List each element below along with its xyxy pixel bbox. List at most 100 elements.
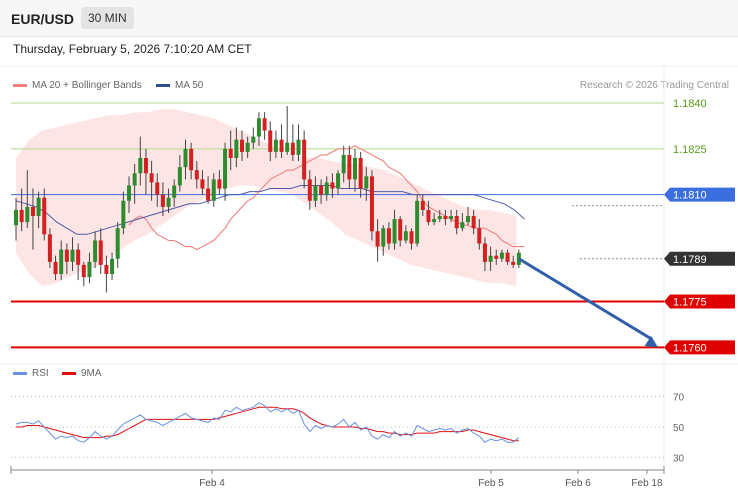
candle-body (482, 243, 487, 262)
rsi-swatch (13, 371, 27, 375)
forecast-arrow-head (644, 335, 658, 348)
level-label-1.1840: 1.1840 (673, 98, 707, 110)
candle-body (251, 136, 256, 143)
candle-body (511, 261, 516, 265)
candle-body (172, 185, 177, 198)
candle-body (341, 154, 346, 174)
rsi-ma-line (16, 406, 519, 442)
candle-body (375, 231, 380, 247)
candle-body (307, 179, 312, 201)
candle-body (121, 200, 126, 229)
candle-body (262, 118, 267, 131)
legend-rsi-ma: 9MA (62, 368, 102, 379)
timeframe-button[interactable]: 30 MIN (81, 7, 134, 29)
candle-body (268, 130, 273, 152)
candle-body (466, 216, 470, 223)
candle-body (279, 139, 284, 152)
candle-body (386, 228, 391, 244)
candle-body (177, 167, 182, 186)
candle-body (415, 200, 420, 244)
candle-body (313, 185, 318, 201)
candle-body (273, 139, 278, 152)
candle-body (358, 157, 363, 189)
candle-body (330, 182, 335, 189)
candle-body (290, 142, 295, 155)
candle-body (132, 173, 137, 186)
candle-body (206, 188, 211, 201)
candle-body (25, 206, 30, 223)
candle-body (409, 231, 414, 244)
candle-body (200, 179, 205, 189)
candle-body (59, 249, 64, 275)
candle-body (296, 139, 301, 155)
legend-ma50: MA 50 (156, 80, 203, 91)
candle-body (93, 240, 98, 262)
candle-body (223, 148, 228, 189)
rsi-tick-50: 50 (673, 423, 685, 434)
legend-rsi-ma-label: 9MA (81, 368, 102, 379)
candle-body (36, 197, 41, 217)
x-tick-label: Feb 18 (631, 478, 663, 489)
timestamp: Thursday, February 5, 2026 7:10:20 AM CE… (13, 42, 252, 56)
candle-body (347, 154, 352, 180)
candle-body (76, 249, 81, 265)
copyright-text: Research © 2026 Trading Central (579, 80, 729, 91)
candle-body (110, 258, 115, 275)
rsi-ma-swatch (62, 371, 76, 375)
candle-body (398, 219, 403, 241)
candle-body (53, 261, 58, 275)
level-label-1.1810: 1.1810 (673, 190, 707, 202)
header-bar: EUR/USD 30 MIN (0, 0, 738, 37)
candle-body (432, 219, 437, 223)
candle-body (499, 252, 504, 259)
level-tag-1.1760 (664, 340, 735, 355)
candle-body (256, 118, 261, 137)
candle-body (166, 197, 171, 207)
candle-body (449, 216, 454, 220)
candle-body (217, 179, 222, 189)
candle-body (302, 139, 307, 180)
x-tick-label: Feb 6 (565, 478, 591, 489)
rsi-tick-70: 70 (673, 393, 685, 404)
candle-body (505, 252, 510, 262)
level-tag-1.1775 (664, 294, 735, 309)
level-label-1.1775: 1.1775 (673, 297, 707, 309)
x-tick-label: Feb 4 (199, 478, 225, 489)
candle-body (319, 185, 324, 195)
forecast-arrow-shaft (518, 257, 653, 341)
candle-body (494, 255, 499, 259)
candle-body (64, 249, 69, 262)
legend-ma20-label: MA 20 + Bollinger Bands (32, 80, 142, 91)
candle-body (70, 249, 75, 262)
candle-body (211, 179, 216, 201)
candle-body (81, 264, 86, 278)
symbol-label: EUR/USD (11, 11, 75, 27)
candle-body (460, 222, 465, 229)
candle-body (403, 231, 408, 241)
candle-body (471, 216, 476, 229)
level-label-1.1789: 1.1789 (673, 254, 707, 266)
candle-body (392, 219, 397, 244)
candle-body (443, 216, 448, 220)
candle-body (336, 173, 341, 189)
candle-body (228, 148, 233, 158)
candle-body (245, 142, 250, 152)
ma20-swatch (13, 83, 27, 87)
candle-body (47, 234, 52, 262)
ma50-swatch (156, 83, 170, 87)
candle-body (42, 197, 47, 235)
x-tick-label: Feb 5 (478, 478, 504, 489)
candle-body (160, 194, 165, 207)
rsi-line (15, 402, 520, 443)
candle-body (138, 157, 143, 174)
candle-body (488, 255, 493, 262)
candle-body (369, 176, 374, 232)
candle-body (234, 139, 239, 158)
legend-rsi: RSI (13, 368, 49, 379)
candle-body (477, 228, 482, 244)
candle-body (189, 148, 194, 171)
candle-body (155, 182, 160, 195)
legend-ma50-label: MA 50 (175, 80, 204, 91)
candle-body (149, 173, 154, 183)
